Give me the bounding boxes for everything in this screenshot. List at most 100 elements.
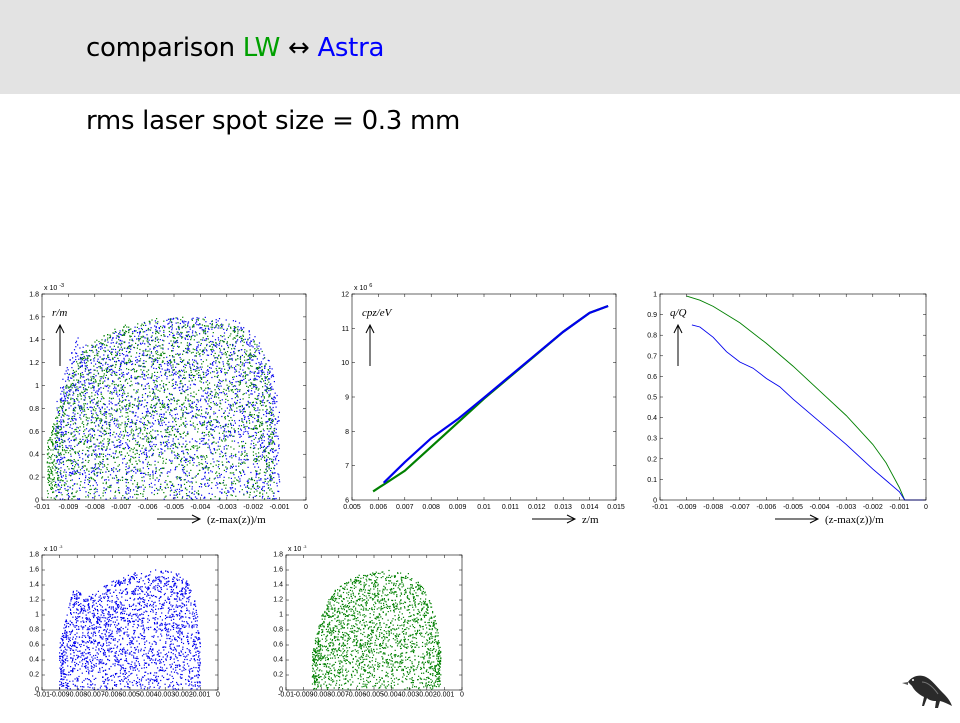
scatter-point xyxy=(189,481,191,483)
scatter-point xyxy=(256,349,258,351)
scatter-point xyxy=(255,453,257,455)
scatter-point xyxy=(203,372,205,374)
scatter-point xyxy=(120,362,122,365)
scatter-point xyxy=(159,402,161,404)
scatter-point xyxy=(261,370,264,372)
scatter-point xyxy=(246,343,248,345)
scatter-point xyxy=(74,472,76,474)
scatter-point xyxy=(98,388,100,390)
scatter-point xyxy=(56,430,58,432)
scatter-point xyxy=(203,319,205,321)
scatter-point xyxy=(198,410,200,412)
scatter-point xyxy=(239,436,241,438)
scatter-point xyxy=(99,430,101,432)
scatter-point xyxy=(77,373,79,375)
scatter-point xyxy=(217,381,220,383)
scatter-point xyxy=(88,372,90,375)
scatter-point xyxy=(164,388,166,390)
scatter-point xyxy=(149,444,151,446)
scatter-point xyxy=(111,419,113,421)
scatter-point xyxy=(91,453,93,455)
scatter-point xyxy=(140,428,142,431)
scatter-point xyxy=(71,427,73,430)
scatter-point xyxy=(53,477,55,479)
scatter-point xyxy=(258,351,260,354)
scatter-point xyxy=(270,467,272,469)
scatter-point xyxy=(234,348,236,350)
scatter-point xyxy=(102,403,105,405)
scatter-point xyxy=(219,392,221,394)
scatter-point xyxy=(131,344,133,346)
scatter-point xyxy=(217,426,219,428)
scatter-point xyxy=(221,461,223,463)
scatter-point xyxy=(114,360,116,363)
scatter-point xyxy=(213,437,215,439)
scatter-point xyxy=(273,481,275,483)
scatter-point xyxy=(177,399,179,401)
scatter-point xyxy=(128,418,130,420)
scatter-point xyxy=(118,464,120,466)
scatter-point xyxy=(231,398,233,400)
scatter-point xyxy=(201,327,203,329)
scatter-point xyxy=(231,484,233,486)
scatter-point xyxy=(90,387,92,389)
scatter-point xyxy=(196,373,198,375)
scatter-point xyxy=(224,338,226,340)
scatter-point xyxy=(202,416,204,418)
scatter-point xyxy=(135,382,137,384)
scatter-point xyxy=(74,451,76,453)
scatter-point xyxy=(269,367,271,369)
scatter-point xyxy=(118,491,120,494)
scatter-point xyxy=(223,353,225,355)
scatter-point xyxy=(185,351,188,354)
scatter-point xyxy=(177,341,179,344)
scatter-point xyxy=(227,369,229,371)
scatter-point xyxy=(63,391,65,393)
scatter-point xyxy=(89,489,91,491)
scatter-point xyxy=(205,467,207,469)
scatter-point xyxy=(51,471,53,473)
scatter-point xyxy=(212,335,214,337)
scatter-point xyxy=(230,422,232,424)
scatter-point xyxy=(230,327,232,329)
scatter-point xyxy=(106,371,108,373)
scatter-point xyxy=(266,408,268,411)
scatter-point xyxy=(134,456,137,459)
scatter-point xyxy=(258,393,260,395)
scatter-point xyxy=(208,435,210,437)
scatter-point xyxy=(98,347,100,349)
scatter-point xyxy=(226,495,228,497)
scatter-point xyxy=(116,341,118,343)
scatter-point xyxy=(238,322,241,324)
scatter-point xyxy=(166,431,168,434)
scatter-point xyxy=(68,496,71,498)
scatter-point xyxy=(199,355,201,357)
scatter-point xyxy=(262,409,264,411)
scatter-point xyxy=(217,445,219,447)
scatter-point xyxy=(223,469,225,471)
scatter-point xyxy=(130,432,132,434)
scatter-point xyxy=(140,325,142,327)
scatter-point xyxy=(220,371,223,373)
scatter-point xyxy=(88,379,90,381)
scatter-point xyxy=(228,420,230,422)
scatter-point xyxy=(271,490,273,492)
scatter-point xyxy=(237,391,239,393)
scatter-point xyxy=(156,402,158,404)
scatter-point xyxy=(143,321,145,324)
scatter-point xyxy=(201,456,203,458)
scatter-point xyxy=(205,381,207,383)
scatter-point xyxy=(238,433,240,435)
scatter-point xyxy=(138,339,140,341)
scatter-point xyxy=(53,497,55,499)
scatter-point xyxy=(73,374,75,376)
scatter-point xyxy=(177,457,179,459)
scatter-point xyxy=(146,408,149,410)
scatter-point xyxy=(84,362,86,365)
scatter-point xyxy=(212,465,214,468)
scatter-point xyxy=(208,467,210,469)
scatter-point xyxy=(55,466,57,468)
scatter-point xyxy=(71,416,73,418)
scatter-point xyxy=(121,434,123,436)
scatter-point xyxy=(121,360,123,362)
